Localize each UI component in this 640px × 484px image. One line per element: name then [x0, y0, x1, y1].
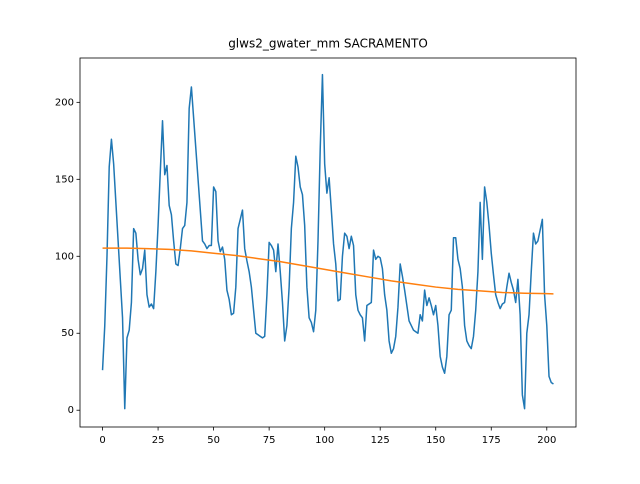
x-tick-label: 25	[152, 435, 165, 446]
x-tick-label: 200	[537, 435, 556, 446]
x-tick-label: 125	[371, 435, 390, 446]
y-tick-label: 100	[55, 251, 74, 262]
line-series	[101, 73, 554, 410]
x-tick-label: 175	[482, 435, 501, 446]
y-tick-label: 0	[68, 405, 74, 416]
x-tick-label: 100	[315, 435, 334, 446]
y-tick-label: 50	[61, 328, 74, 339]
x-tick-label: 50	[207, 435, 220, 446]
x-tick-label: 150	[426, 435, 445, 446]
y-tick-label: 150	[55, 174, 74, 185]
x-tick-label: 75	[263, 435, 276, 446]
x-tick-label: 0	[99, 435, 105, 446]
chart-title: glws2_gwater_mm SACRAMENTO	[228, 37, 428, 51]
y-tick-label: 200	[55, 97, 74, 108]
plot-frame	[79, 57, 577, 428]
line-series	[102, 247, 554, 295]
